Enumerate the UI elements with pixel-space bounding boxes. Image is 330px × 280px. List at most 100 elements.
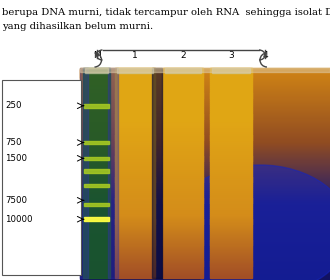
Bar (80, 258, 330, 260)
Bar (115, 127, 155, 129)
Bar (80, 68, 330, 69)
Bar (80, 243, 330, 245)
Bar (163, 139, 203, 142)
Bar (210, 265, 252, 268)
Bar (210, 125, 252, 127)
Bar (163, 234, 203, 236)
Bar (163, 186, 203, 188)
Bar (80, 92, 330, 94)
Bar (80, 257, 330, 258)
Bar (115, 165, 155, 167)
Bar (210, 181, 252, 184)
Bar (80, 129, 330, 130)
Bar (80, 165, 330, 166)
Bar (210, 177, 252, 179)
Bar (210, 171, 252, 173)
Bar (210, 146, 252, 148)
Bar (115, 162, 155, 165)
Bar (80, 83, 330, 84)
Bar (115, 179, 155, 182)
Bar (210, 120, 252, 123)
Bar (163, 85, 203, 87)
Bar (163, 215, 203, 217)
Bar (80, 171, 330, 172)
Bar (163, 223, 203, 226)
Bar (163, 91, 203, 94)
Bar (210, 244, 252, 247)
Bar (163, 246, 203, 249)
Bar (163, 167, 203, 169)
Bar (115, 141, 155, 144)
Bar (163, 158, 203, 161)
Bar (115, 106, 155, 108)
Bar (115, 192, 155, 194)
Bar (80, 242, 330, 244)
Bar (115, 91, 155, 94)
Bar (163, 211, 203, 213)
Bar (80, 180, 330, 182)
Bar (80, 260, 330, 262)
Bar (80, 135, 330, 137)
Bar (212, 68, 250, 73)
Bar (80, 150, 330, 151)
Bar (80, 166, 330, 167)
Bar (210, 190, 252, 192)
Text: 250: 250 (5, 101, 21, 110)
Bar (80, 269, 330, 270)
Bar (163, 120, 203, 123)
Bar (210, 230, 252, 232)
Bar (115, 97, 155, 100)
Bar (210, 221, 252, 224)
Bar (80, 99, 330, 101)
Bar (163, 150, 203, 152)
Bar (210, 249, 252, 251)
Bar (80, 271, 330, 272)
Bar (210, 234, 252, 236)
Bar (115, 114, 155, 116)
Bar (80, 175, 330, 177)
Bar (80, 159, 330, 161)
Text: 10000: 10000 (5, 215, 32, 224)
Bar (80, 81, 330, 82)
Bar (115, 200, 155, 203)
Bar (80, 259, 330, 261)
Bar (163, 238, 203, 241)
Bar (80, 172, 330, 174)
Bar (210, 144, 252, 146)
Bar (163, 154, 203, 157)
Bar (80, 156, 330, 158)
Bar (210, 217, 252, 220)
Bar (210, 133, 252, 136)
Bar (115, 148, 155, 150)
Bar (115, 139, 155, 142)
Bar (210, 223, 252, 226)
Text: 3: 3 (228, 51, 234, 60)
Bar (80, 85, 330, 86)
Bar (163, 133, 203, 136)
Bar (80, 178, 330, 180)
Bar (163, 129, 203, 131)
Bar (210, 154, 252, 157)
Bar (80, 74, 330, 76)
Bar (163, 160, 203, 163)
Bar (115, 135, 155, 137)
Bar (115, 81, 155, 83)
Bar (163, 177, 203, 179)
Bar (84, 141, 109, 144)
Bar (210, 219, 252, 221)
Bar (210, 259, 252, 262)
Bar (163, 267, 203, 270)
Bar (80, 236, 330, 237)
Bar (163, 131, 203, 133)
Bar (163, 194, 203, 196)
Bar (163, 110, 203, 112)
Bar (163, 198, 203, 200)
Bar (115, 72, 155, 74)
Bar (163, 204, 203, 207)
Bar (80, 162, 330, 163)
Bar (210, 110, 252, 112)
Bar (80, 68, 88, 278)
Bar (115, 158, 155, 161)
Text: yang dihasilkan belum murni.: yang dihasilkan belum murni. (2, 22, 153, 31)
Bar (80, 256, 330, 258)
